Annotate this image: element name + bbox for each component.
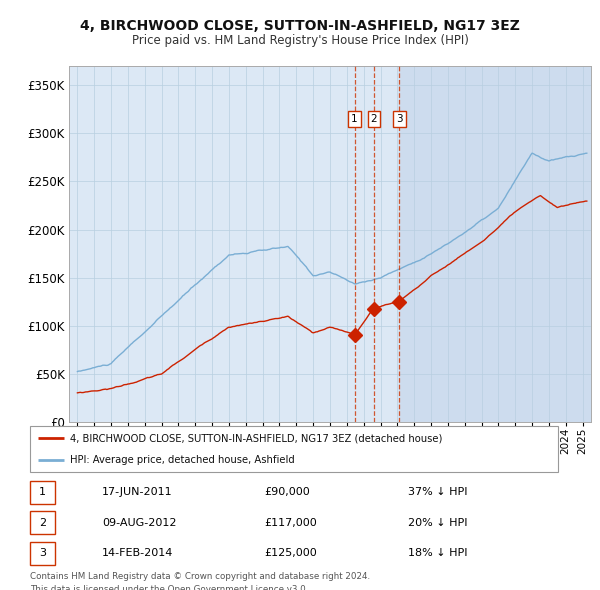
Text: 37% ↓ HPI: 37% ↓ HPI xyxy=(408,487,467,497)
Text: Price paid vs. HM Land Registry's House Price Index (HPI): Price paid vs. HM Land Registry's House … xyxy=(131,34,469,47)
Text: £125,000: £125,000 xyxy=(264,549,317,558)
Text: £90,000: £90,000 xyxy=(264,487,310,497)
Text: 3: 3 xyxy=(39,549,46,558)
Text: 14-FEB-2014: 14-FEB-2014 xyxy=(102,549,173,558)
Text: 18% ↓ HPI: 18% ↓ HPI xyxy=(408,549,467,558)
Text: 1: 1 xyxy=(351,114,358,124)
Text: 4, BIRCHWOOD CLOSE, SUTTON-IN-ASHFIELD, NG17 3EZ (detached house): 4, BIRCHWOOD CLOSE, SUTTON-IN-ASHFIELD, … xyxy=(70,434,442,444)
Text: This data is licensed under the Open Government Licence v3.0.: This data is licensed under the Open Gov… xyxy=(30,585,308,590)
Text: 3: 3 xyxy=(396,114,403,124)
Text: Contains HM Land Registry data © Crown copyright and database right 2024.: Contains HM Land Registry data © Crown c… xyxy=(30,572,370,581)
Text: 2: 2 xyxy=(39,518,46,527)
Bar xyxy=(400,66,600,422)
Text: 20% ↓ HPI: 20% ↓ HPI xyxy=(408,518,467,527)
Text: HPI: Average price, detached house, Ashfield: HPI: Average price, detached house, Ashf… xyxy=(70,454,295,464)
Text: 09-AUG-2012: 09-AUG-2012 xyxy=(102,518,176,527)
Text: 2: 2 xyxy=(371,114,377,124)
Text: £117,000: £117,000 xyxy=(264,518,317,527)
FancyBboxPatch shape xyxy=(30,426,558,472)
Text: 4, BIRCHWOOD CLOSE, SUTTON-IN-ASHFIELD, NG17 3EZ: 4, BIRCHWOOD CLOSE, SUTTON-IN-ASHFIELD, … xyxy=(80,19,520,34)
Text: 17-JUN-2011: 17-JUN-2011 xyxy=(102,487,173,497)
Text: 1: 1 xyxy=(39,487,46,497)
